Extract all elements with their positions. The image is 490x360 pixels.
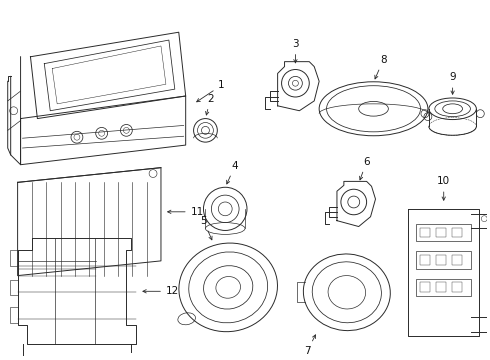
Bar xyxy=(416,279,471,296)
Bar xyxy=(452,255,462,265)
Text: 12: 12 xyxy=(143,286,179,296)
Bar xyxy=(420,283,430,292)
Bar xyxy=(420,228,430,237)
Polygon shape xyxy=(337,181,375,226)
Polygon shape xyxy=(278,62,319,111)
Text: 6: 6 xyxy=(360,157,370,180)
Bar xyxy=(436,228,446,237)
Bar xyxy=(10,279,18,295)
Bar xyxy=(452,228,462,237)
Bar xyxy=(420,255,430,265)
Polygon shape xyxy=(21,96,186,165)
Text: 1: 1 xyxy=(196,80,225,102)
Polygon shape xyxy=(30,32,186,118)
Text: 3: 3 xyxy=(292,39,299,63)
Bar xyxy=(416,251,471,269)
Text: 9: 9 xyxy=(449,72,456,94)
Text: 8: 8 xyxy=(375,55,387,79)
Text: 7: 7 xyxy=(304,335,316,356)
Polygon shape xyxy=(408,209,479,337)
Text: 10: 10 xyxy=(437,176,450,200)
Bar xyxy=(436,255,446,265)
Bar xyxy=(10,307,18,323)
Polygon shape xyxy=(18,168,161,276)
Bar xyxy=(10,250,18,266)
Bar xyxy=(452,283,462,292)
Text: 11: 11 xyxy=(168,207,204,217)
Bar xyxy=(436,283,446,292)
Text: 2: 2 xyxy=(206,94,214,115)
Bar xyxy=(416,224,471,241)
Polygon shape xyxy=(18,238,136,344)
Text: 4: 4 xyxy=(227,161,239,184)
Text: 5: 5 xyxy=(200,216,212,240)
